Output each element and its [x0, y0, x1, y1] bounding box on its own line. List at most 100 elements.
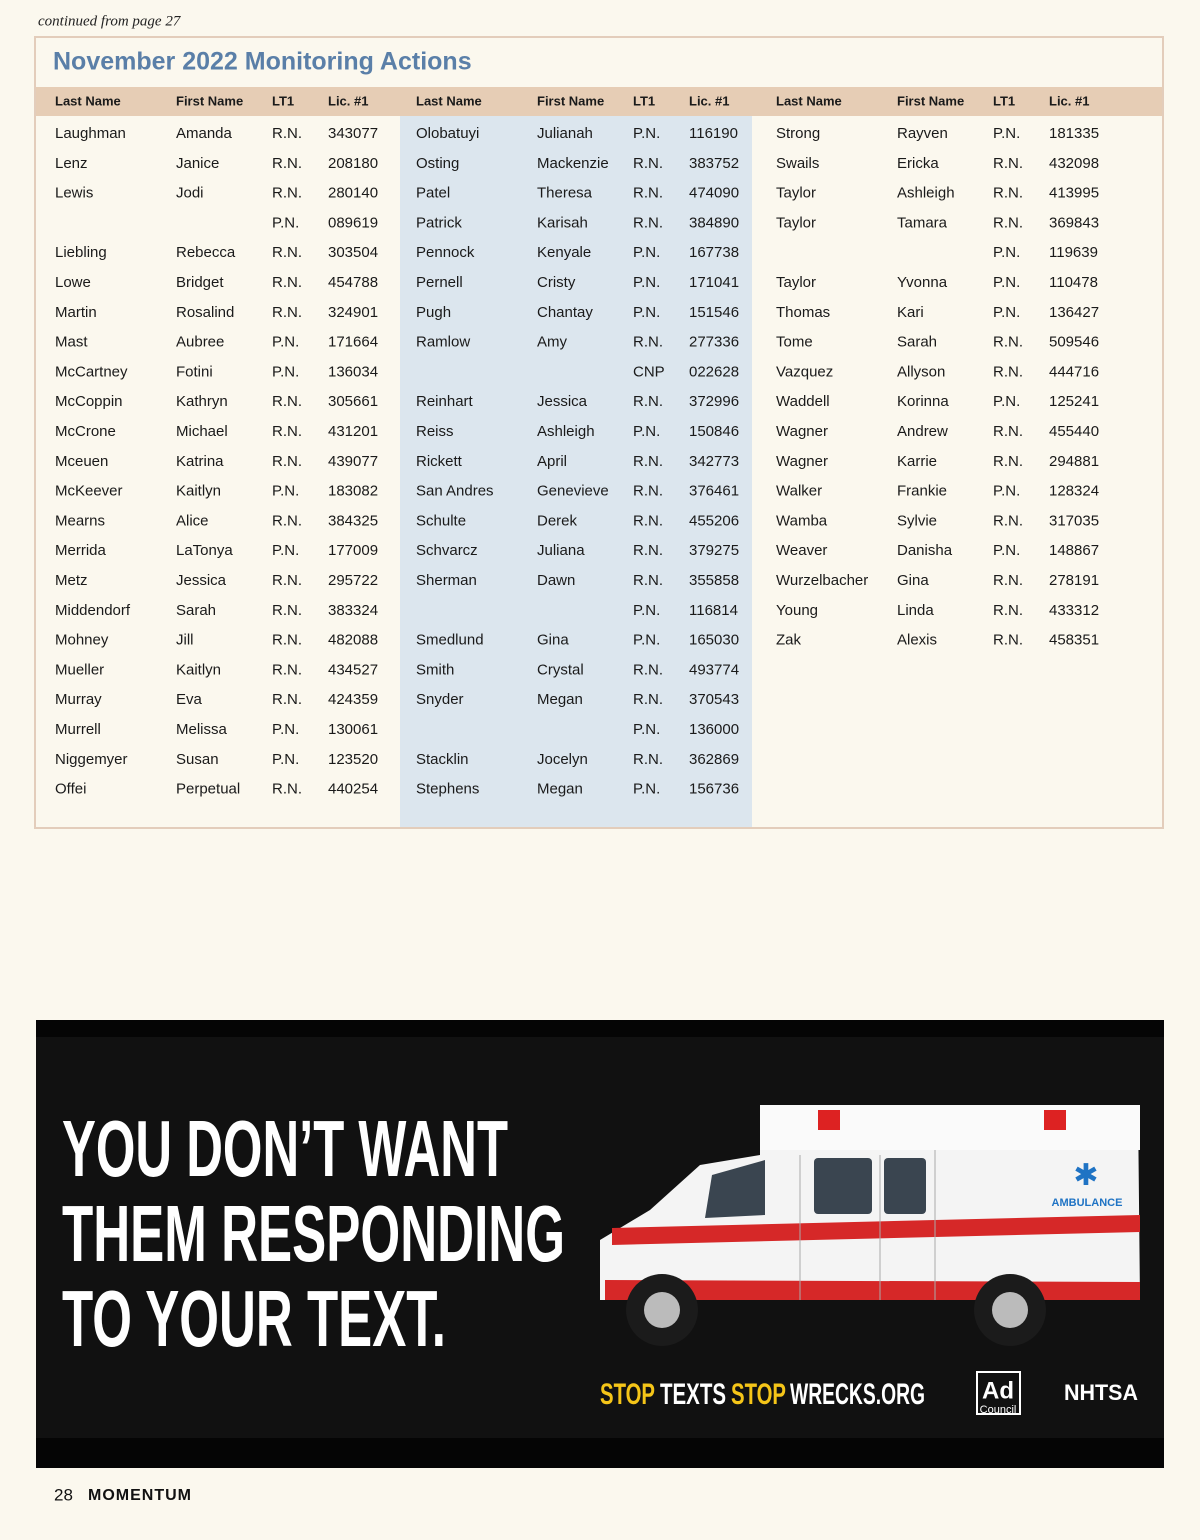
last-name: Mueller — [55, 661, 104, 678]
license-type: R.N. — [272, 661, 302, 678]
license-type: P.N. — [633, 125, 660, 142]
license-type: R.N. — [633, 483, 663, 500]
license-type: R.N. — [272, 632, 302, 649]
license-number: 136034 — [328, 363, 378, 380]
license-number: 136427 — [1049, 304, 1099, 321]
license-type: P.N. — [993, 125, 1020, 142]
first-name: Jessica — [537, 393, 588, 410]
license-number: 278191 — [1049, 572, 1099, 589]
license-type: R.N. — [993, 453, 1023, 470]
first-name: Susan — [176, 751, 219, 768]
headline-line: TO YOUR TEXT. — [62, 1274, 446, 1363]
license-number: 177009 — [328, 542, 378, 559]
license-type: P.N. — [272, 721, 299, 738]
license-type: P.N. — [633, 632, 660, 649]
license-type: P.N. — [633, 244, 660, 261]
license-number: 440254 — [328, 781, 378, 798]
column-shade — [400, 116, 752, 827]
last-name: Middendorf — [55, 602, 131, 619]
license-number: 343077 — [328, 125, 378, 142]
license-number: 116190 — [689, 125, 738, 142]
last-name: Vazquez — [776, 363, 833, 380]
last-name: Schulte — [416, 512, 466, 529]
license-number: 355858 — [689, 572, 739, 589]
column-header: Lic. #1 — [328, 93, 368, 108]
license-number: 424359 — [328, 691, 378, 708]
license-type: R.N. — [272, 572, 302, 589]
first-name: Gina — [897, 572, 929, 589]
license-number: 150846 — [689, 423, 739, 440]
last-name: Taylor — [776, 185, 816, 202]
license-type: P.N. — [272, 363, 299, 380]
first-name: Rebecca — [176, 244, 236, 261]
license-number: 324901 — [328, 304, 378, 321]
first-name: LaTonya — [176, 542, 233, 559]
license-type: R.N. — [272, 185, 302, 202]
first-name: Kaitlyn — [176, 483, 221, 500]
license-type: P.N. — [993, 483, 1020, 500]
last-name: Sherman — [416, 572, 477, 589]
license-type: R.N. — [272, 304, 302, 321]
license-type: R.N. — [633, 542, 663, 559]
logo-text: Ad — [982, 1377, 1014, 1404]
column-header: Lic. #1 — [689, 93, 729, 108]
last-name: Swails — [776, 155, 819, 172]
first-name: Frankie — [897, 483, 947, 500]
license-number: 433312 — [1049, 602, 1099, 619]
license-number: 294881 — [1049, 453, 1099, 470]
last-name: Rickett — [416, 453, 463, 470]
column-header: First Name — [176, 93, 243, 108]
first-name: Sylvie — [897, 512, 937, 529]
license-number: 413995 — [1049, 185, 1099, 202]
last-name: Wagner — [776, 453, 828, 470]
license-type: R.N. — [633, 185, 663, 202]
table-title: November 2022 Monitoring Actions — [53, 48, 472, 76]
license-number: 130061 — [328, 721, 378, 738]
last-name: Smith — [416, 661, 454, 678]
last-name: Wurzelbacher — [776, 572, 868, 589]
license-number: 123520 — [328, 751, 378, 768]
license-type: P.N. — [993, 274, 1020, 291]
license-type: R.N. — [993, 512, 1023, 529]
last-name: McCartney — [55, 363, 128, 380]
window — [705, 1160, 765, 1218]
headline-line: YOU DON’T WANT — [62, 1104, 508, 1193]
license-type: R.N. — [993, 214, 1023, 231]
first-name: Sarah — [176, 602, 216, 619]
first-name: Eva — [176, 691, 203, 708]
license-number: 171041 — [689, 274, 739, 291]
last-name: Schvarcz — [416, 542, 478, 559]
license-type: R.N. — [633, 512, 663, 529]
first-name: Melissa — [176, 721, 228, 738]
column-header: Last Name — [776, 93, 842, 108]
vehicle-label: AMBULANCE — [1052, 1197, 1123, 1209]
first-name: Tamara — [897, 214, 948, 231]
last-name: Walker — [776, 483, 822, 500]
license-number: 383324 — [328, 602, 378, 619]
license-number: 383752 — [689, 155, 739, 172]
license-number: 167738 — [689, 244, 739, 261]
license-number: 372996 — [689, 393, 739, 410]
license-type: R.N. — [272, 512, 302, 529]
last-name: Murray — [55, 691, 102, 708]
license-type: R.N. — [272, 602, 302, 619]
first-name: Jessica — [176, 572, 227, 589]
license-number: 376461 — [689, 483, 739, 500]
license-type: R.N. — [272, 691, 302, 708]
header-band — [36, 87, 1162, 116]
license-type: P.N. — [993, 393, 1020, 410]
last-name: McKeever — [55, 483, 123, 500]
license-type: R.N. — [272, 125, 302, 142]
license-number: 369843 — [1049, 214, 1099, 231]
license-type: R.N. — [272, 393, 302, 410]
license-type: P.N. — [633, 304, 660, 321]
license-number: 089619 — [328, 214, 378, 231]
license-number: 125241 — [1049, 393, 1099, 410]
license-type: P.N. — [633, 602, 660, 619]
license-number: 474090 — [689, 185, 739, 202]
first-name: Andrew — [897, 423, 948, 440]
first-name: Perpetual — [176, 781, 240, 798]
license-number: 482088 — [328, 632, 378, 649]
first-name: Michael — [176, 423, 228, 440]
